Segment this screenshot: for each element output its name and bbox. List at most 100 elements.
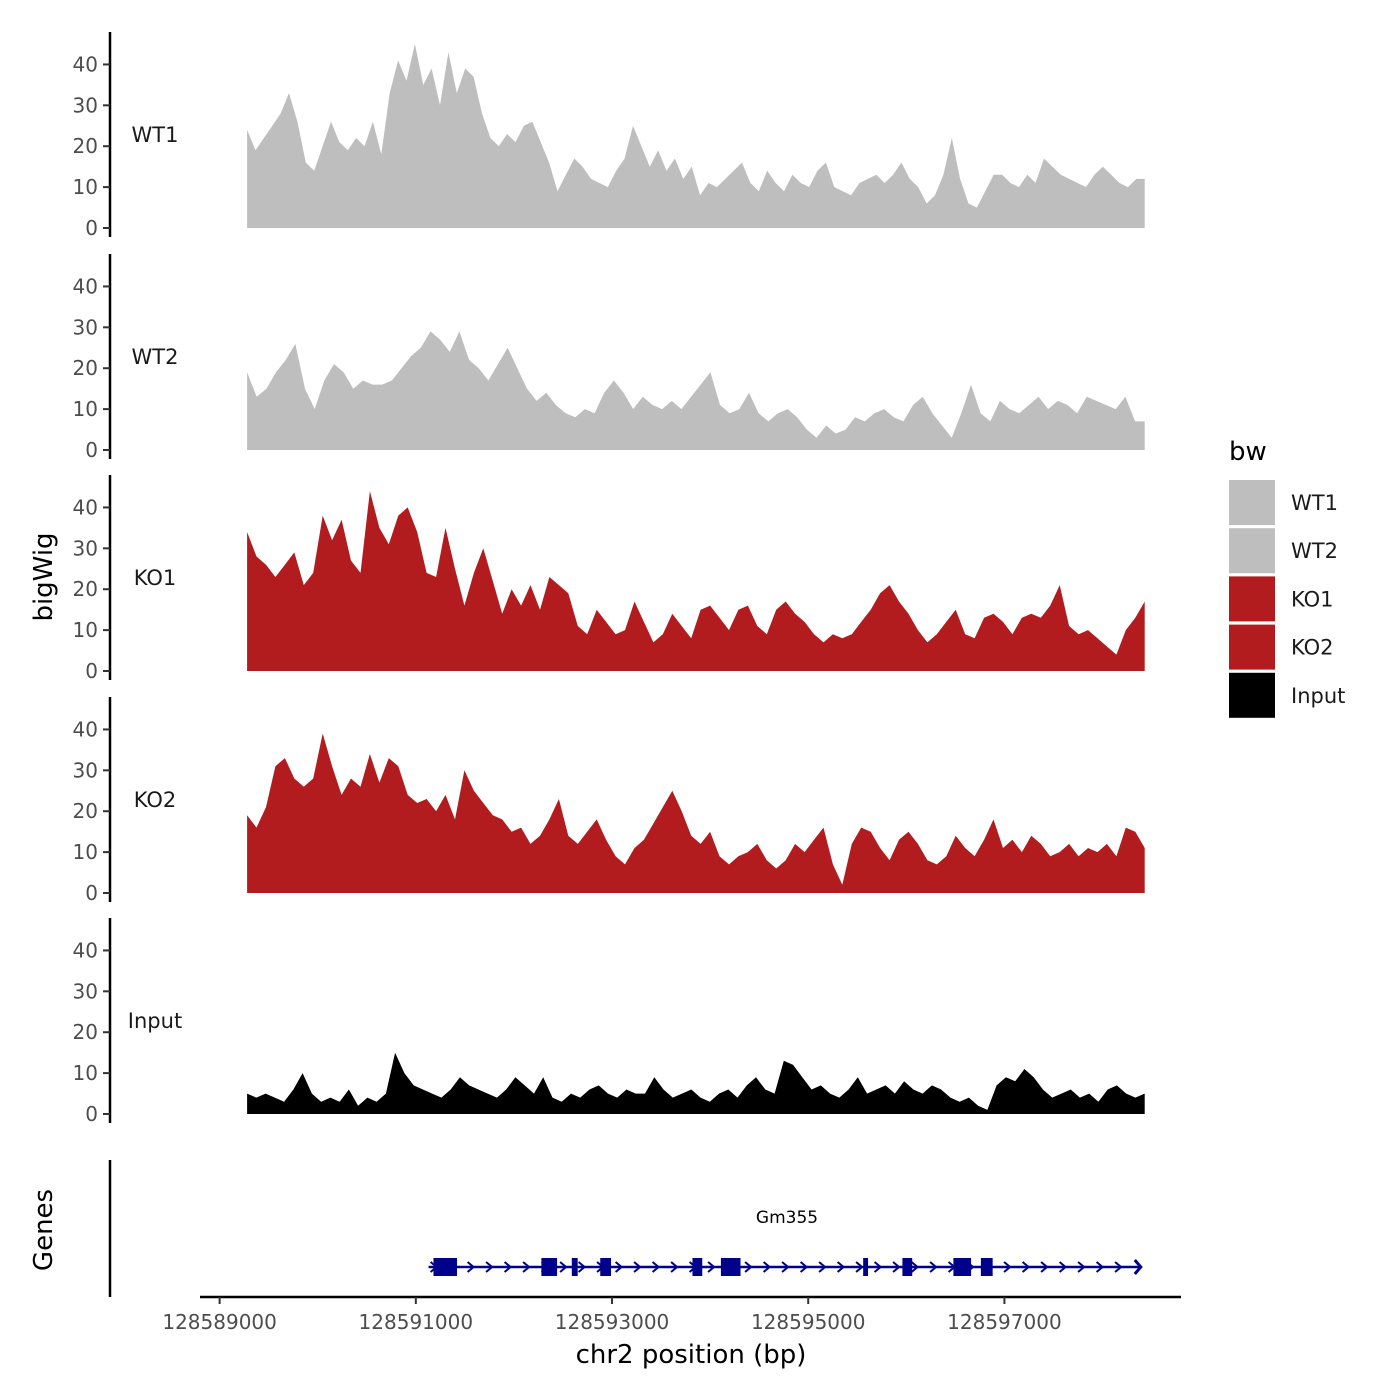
track-wt1: 0 10 20 30 40 WT1 bbox=[73, 32, 1145, 240]
y-tick-label: 20 bbox=[73, 1020, 98, 1044]
y-tick-label: 20 bbox=[73, 799, 98, 823]
strand-arrow bbox=[1114, 1261, 1123, 1273]
legend-key-wt2 bbox=[1229, 528, 1275, 574]
strand-arrow bbox=[503, 1261, 513, 1273]
y-tick-label: 10 bbox=[73, 618, 98, 642]
y-tick-label: 40 bbox=[73, 717, 98, 741]
y-tick-label: 30 bbox=[73, 536, 98, 560]
coverage-tracks: 0 10 20 30 40 WT1 0 10 20 30 40 WT2 0 10 20 30 40 KO1 0 10 2… bbox=[73, 32, 1145, 1126]
y-tick-label: 0 bbox=[85, 438, 98, 462]
y-tick-label: 30 bbox=[73, 979, 98, 1003]
x-axis: 128589000 128591000 128593000 128595000 1285… bbox=[162, 1295, 1181, 1334]
gene-exon bbox=[571, 1258, 578, 1276]
y-tick-label: 10 bbox=[73, 175, 98, 199]
legend-label: WT1 bbox=[1291, 491, 1338, 515]
track-wt2: 0 10 20 30 40 WT2 bbox=[73, 254, 1145, 462]
strand-arrow bbox=[1021, 1261, 1031, 1273]
legend-label: KO2 bbox=[1291, 636, 1334, 660]
strand-arrow bbox=[651, 1261, 661, 1273]
y-axis-title: bigWig bbox=[29, 532, 59, 621]
track-label: WT1 bbox=[132, 123, 179, 147]
legend-label: KO1 bbox=[1291, 587, 1334, 611]
coverage-area-input bbox=[247, 1052, 1145, 1114]
strand-arrow bbox=[781, 1261, 790, 1273]
gene-exon bbox=[980, 1258, 993, 1276]
y-tick-label: 30 bbox=[73, 93, 98, 117]
track-label: KO1 bbox=[134, 566, 177, 590]
x-tick-label: 128593000 bbox=[555, 1310, 670, 1334]
track-label: Input bbox=[128, 1009, 182, 1033]
strand-arrow bbox=[707, 1261, 716, 1273]
x-tick-label: 128597000 bbox=[947, 1310, 1062, 1334]
gene-track: Gm355 bbox=[108, 1160, 1143, 1297]
legend: bw WT1 WT2 KO1 KO2 Input bbox=[1229, 437, 1345, 718]
legend-key-ko1 bbox=[1229, 576, 1275, 622]
x-tick-label: 128591000 bbox=[359, 1310, 474, 1334]
y-tick-label: 20 bbox=[73, 134, 98, 158]
gene-exon bbox=[433, 1258, 458, 1276]
y-tick-label: 10 bbox=[73, 840, 98, 864]
coverage-area-wt1 bbox=[247, 44, 1145, 228]
track-ko2: 0 10 20 30 40 KO2 bbox=[73, 697, 1145, 905]
x-tick-label: 128595000 bbox=[751, 1310, 866, 1334]
y-tick-label: 30 bbox=[73, 758, 98, 782]
legend-key-ko2 bbox=[1229, 624, 1275, 670]
y-tick-label: 0 bbox=[85, 216, 98, 240]
legend-key-input bbox=[1229, 672, 1275, 718]
y-tick-label: 0 bbox=[85, 881, 98, 905]
legend-label: WT2 bbox=[1291, 539, 1338, 563]
strand-arrow-end bbox=[1133, 1259, 1143, 1275]
gene-track-title: Genes bbox=[29, 1189, 59, 1271]
y-tick-label: 10 bbox=[73, 1061, 98, 1085]
track-label: WT2 bbox=[132, 345, 179, 369]
strand-arrow bbox=[836, 1261, 846, 1273]
coverage-area-ko1 bbox=[247, 491, 1145, 671]
strand-arrow bbox=[818, 1261, 827, 1273]
legend-title: bw bbox=[1229, 437, 1267, 467]
y-tick-label: 10 bbox=[73, 397, 98, 421]
legend-key-wt1 bbox=[1229, 480, 1275, 525]
gene-exon bbox=[692, 1258, 703, 1276]
x-axis-title: chr2 position (bp) bbox=[576, 1340, 807, 1370]
gene-exon bbox=[902, 1258, 913, 1276]
strand-arrow bbox=[1077, 1261, 1086, 1273]
strand-arrow bbox=[762, 1261, 772, 1273]
y-tick-label: 20 bbox=[73, 356, 98, 380]
strand-arrow bbox=[929, 1261, 938, 1273]
y-tick-label: 30 bbox=[73, 315, 98, 339]
track-label: KO2 bbox=[134, 788, 177, 812]
y-tick-label: 40 bbox=[73, 495, 98, 519]
strand-arrow bbox=[855, 1261, 864, 1273]
y-tick-label: 0 bbox=[85, 659, 98, 683]
strand-arrow bbox=[633, 1261, 642, 1273]
track-input: 0 10 20 30 40 Input bbox=[73, 918, 1145, 1126]
strand-arrow bbox=[559, 1261, 568, 1273]
strand-arrow bbox=[873, 1261, 883, 1273]
y-tick-label: 40 bbox=[73, 274, 98, 298]
gene-exon bbox=[953, 1258, 972, 1276]
y-tick-label: 0 bbox=[85, 1102, 98, 1126]
strand-arrow bbox=[522, 1261, 531, 1273]
strand-arrow bbox=[892, 1261, 901, 1273]
strand-arrow bbox=[910, 1261, 920, 1273]
track-ko1: 0 10 20 30 40 KO1 bbox=[73, 475, 1145, 683]
strand-arrow bbox=[1003, 1261, 1012, 1273]
strand-arrow bbox=[1058, 1261, 1068, 1273]
gene-name-label: Gm355 bbox=[756, 1208, 818, 1228]
gene-exon bbox=[720, 1258, 741, 1276]
strand-arrow bbox=[614, 1261, 624, 1273]
coverage-area-ko2 bbox=[247, 733, 1145, 893]
strand-arrow bbox=[1040, 1261, 1049, 1273]
strand-arrow bbox=[799, 1261, 809, 1273]
gene-exon bbox=[541, 1258, 558, 1276]
legend-label: Input bbox=[1291, 684, 1345, 708]
strand-arrow bbox=[1095, 1261, 1105, 1273]
strand-arrow bbox=[670, 1261, 679, 1273]
x-tick-label: 128589000 bbox=[162, 1310, 277, 1334]
coverage-area-wt2 bbox=[247, 331, 1145, 450]
strand-arrow bbox=[744, 1261, 753, 1273]
strand-arrow bbox=[577, 1261, 587, 1273]
y-tick-label: 40 bbox=[73, 938, 98, 962]
y-tick-label: 20 bbox=[73, 577, 98, 601]
